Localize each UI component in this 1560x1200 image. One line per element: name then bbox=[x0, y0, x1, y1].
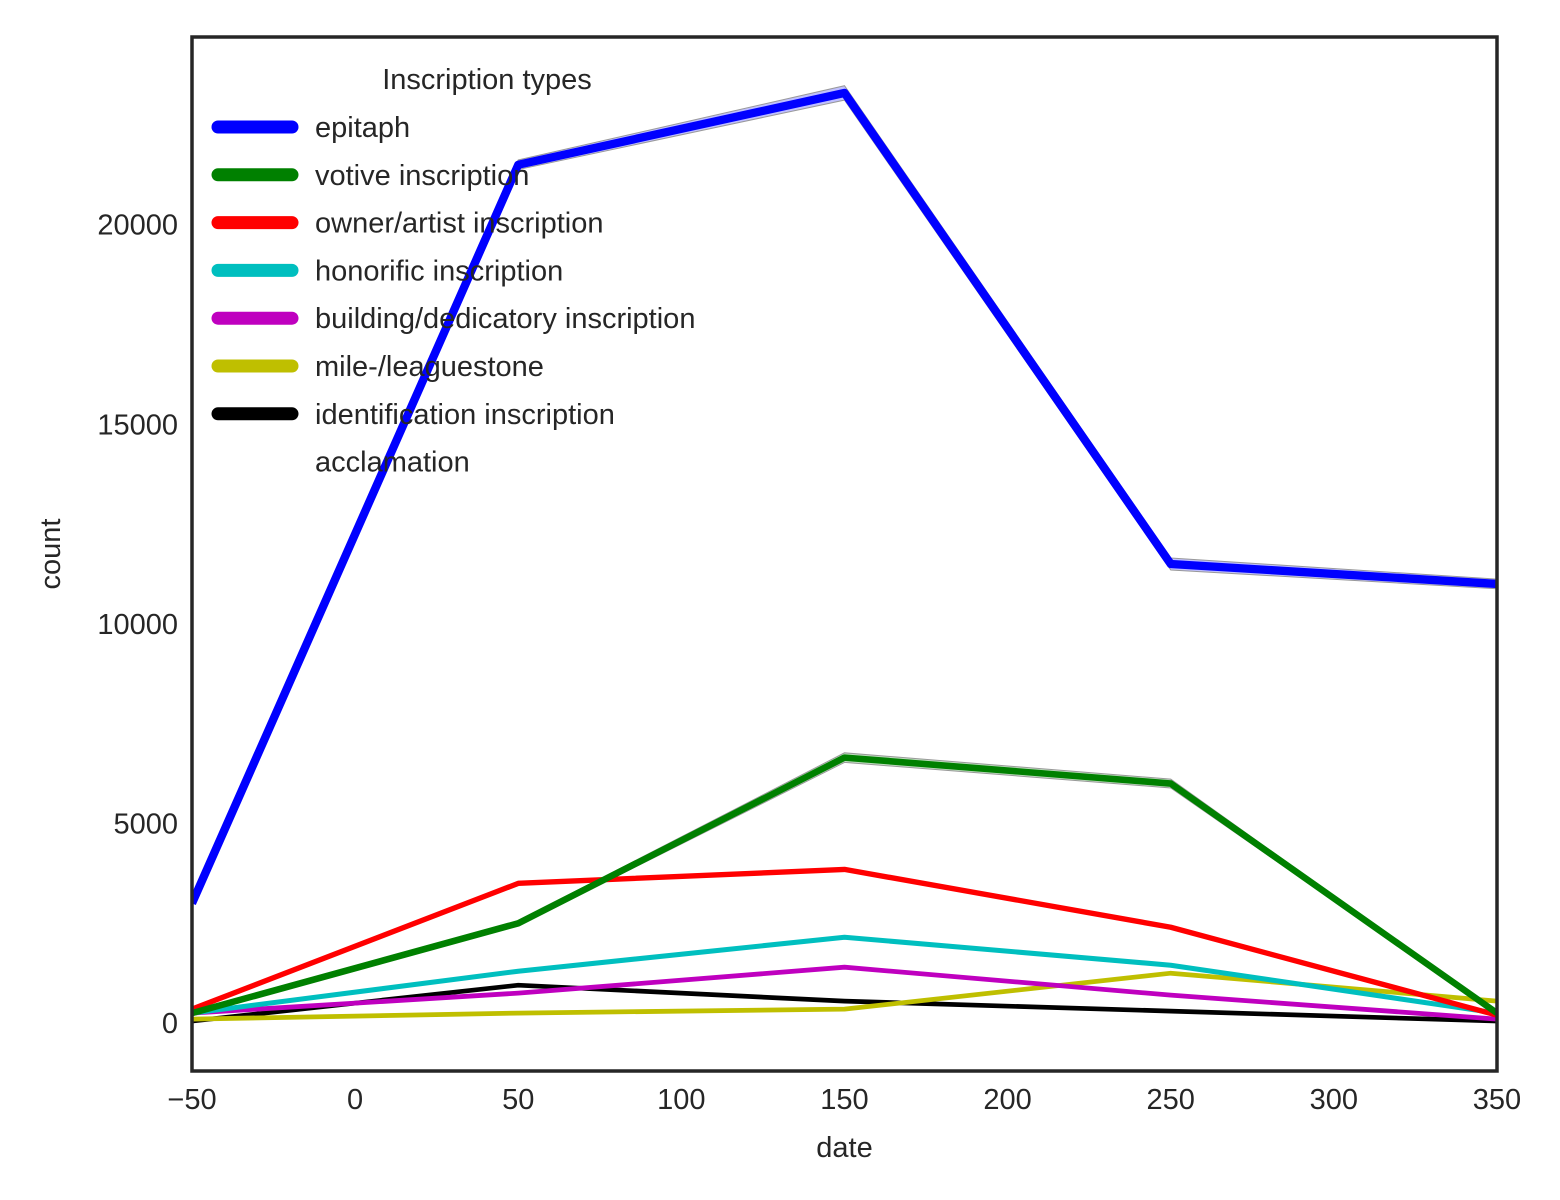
series-line-owner-artist-inscription bbox=[192, 866, 1497, 1018]
y-axis-ticks: 0 5000 10000 15000 20000 bbox=[97, 210, 178, 1040]
y-tick-label: 5000 bbox=[113, 808, 178, 840]
y-tick-label: 20000 bbox=[97, 210, 178, 242]
x-tick-label: −50 bbox=[167, 1084, 216, 1116]
legend-title: Inscription types bbox=[382, 64, 592, 96]
series-line-building-dedicatory-inscription bbox=[192, 964, 1497, 1022]
series-line-honorific-inscription bbox=[192, 934, 1497, 1016]
y-tick-label: 0 bbox=[162, 1008, 178, 1040]
x-axis-ticks: −50 0 50 100 150 200 250 300 350 bbox=[167, 1084, 1521, 1116]
legend-label-identification-inscription: identification inscription bbox=[315, 399, 615, 431]
legend-label-votive-inscription: votive inscription bbox=[315, 160, 529, 192]
series-line-epitaph bbox=[192, 88, 1497, 906]
y-tick-label: 15000 bbox=[97, 409, 178, 441]
legend-label-owner-artist-inscription: owner/artist inscription bbox=[315, 208, 604, 240]
x-tick-label: 250 bbox=[1147, 1084, 1195, 1116]
x-tick-label: 100 bbox=[657, 1084, 705, 1116]
legend-label-epitaph: epitaph bbox=[315, 112, 410, 144]
legend: Inscription types epitaph votive inscript… bbox=[211, 64, 695, 479]
x-tick-label: 300 bbox=[1310, 1084, 1358, 1116]
legend-label-acclamation: acclamation bbox=[315, 447, 470, 479]
series-line-identification-inscription bbox=[192, 982, 1497, 1024]
y-tick-label: 10000 bbox=[97, 609, 178, 641]
series-line-votive-inscription bbox=[192, 754, 1497, 1017]
error-band-epitaph bbox=[192, 85, 1497, 904]
x-tick-label: 0 bbox=[347, 1084, 363, 1116]
series-lines bbox=[192, 88, 1497, 1026]
legend-label-honorific-inscription: honorific inscription bbox=[315, 255, 563, 287]
plot-frame bbox=[190, 35, 1499, 1073]
x-tick-label: 200 bbox=[983, 1084, 1031, 1116]
legend-label-building-dedicatory-inscription: building/dedicatory inscription bbox=[315, 303, 695, 335]
y-axis-label: count bbox=[35, 519, 67, 590]
x-axis-label: date bbox=[816, 1132, 872, 1164]
x-tick-label: 150 bbox=[820, 1084, 868, 1116]
x-tick-label: 350 bbox=[1473, 1084, 1521, 1116]
x-tick-label: 50 bbox=[502, 1084, 534, 1116]
legend-label-mile-leaguestone: mile-/leaguestone bbox=[315, 351, 544, 383]
